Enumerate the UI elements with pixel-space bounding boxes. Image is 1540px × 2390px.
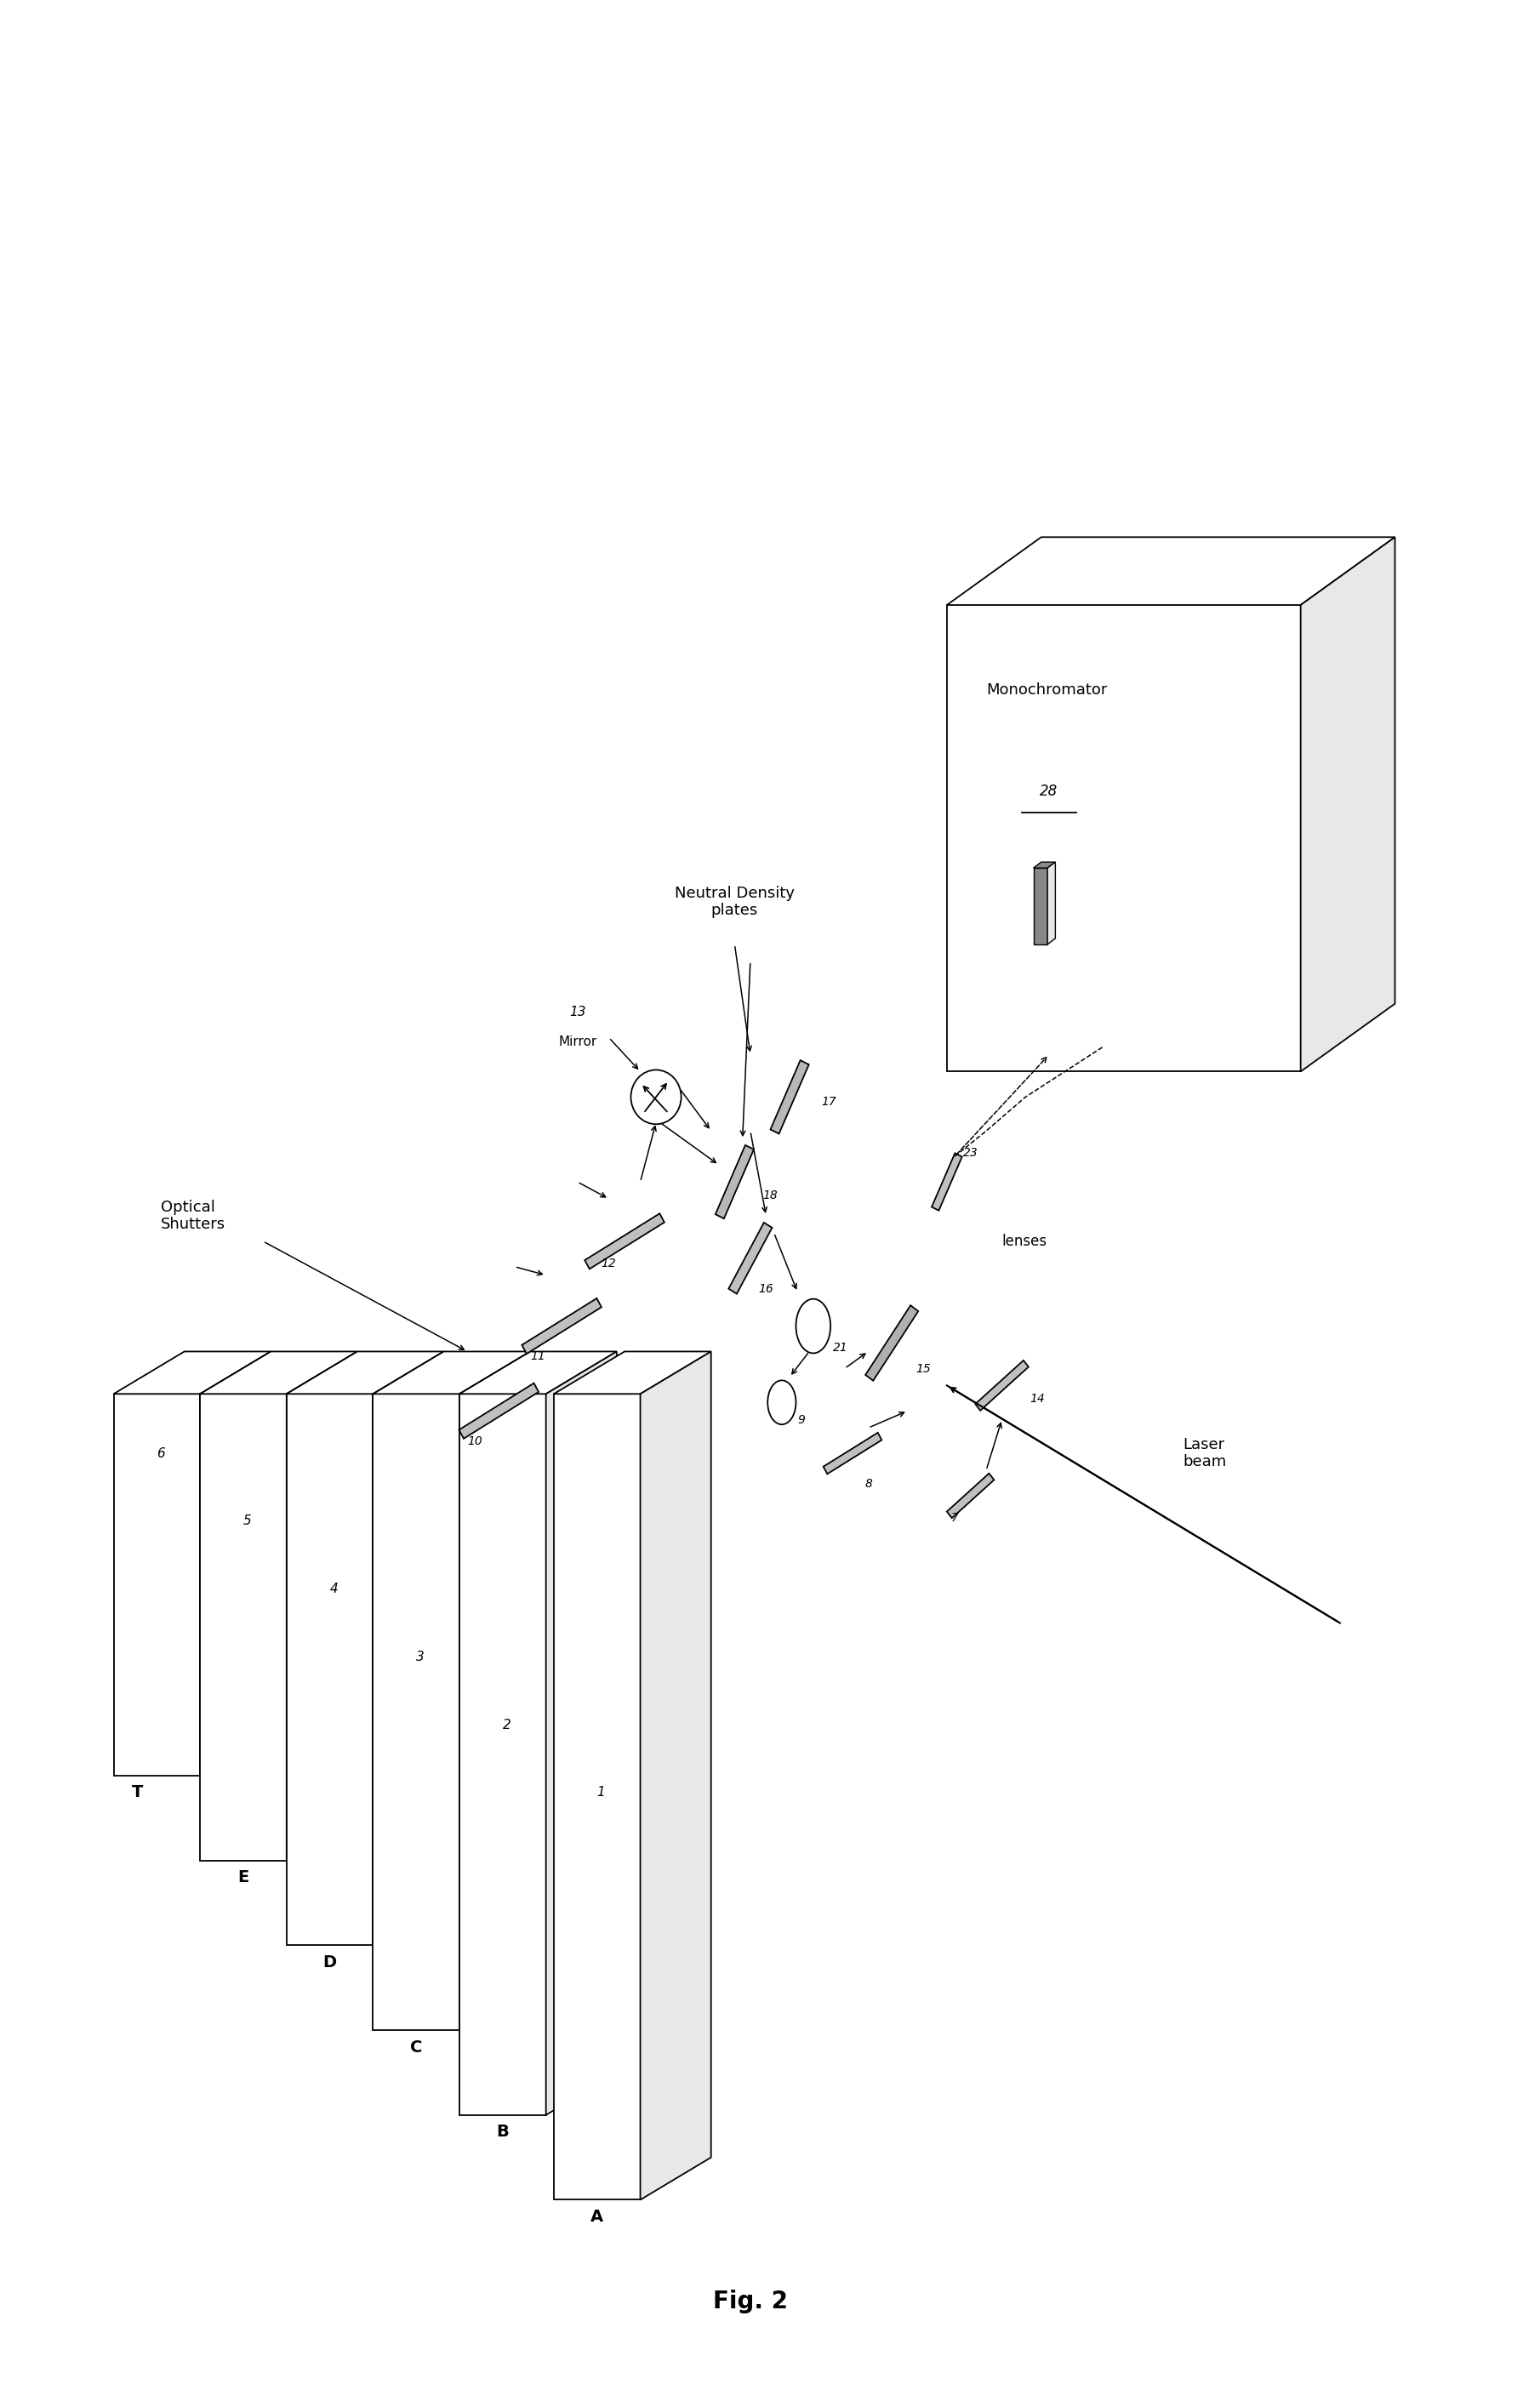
Polygon shape — [114, 1350, 271, 1393]
Text: 16: 16 — [759, 1283, 773, 1295]
Polygon shape — [947, 605, 1301, 1071]
Polygon shape — [200, 1350, 271, 1776]
Text: 8: 8 — [864, 1477, 872, 1489]
Polygon shape — [932, 1152, 962, 1212]
Polygon shape — [286, 1393, 373, 1945]
Polygon shape — [641, 1350, 711, 2199]
Polygon shape — [947, 1472, 993, 1518]
Polygon shape — [824, 1432, 882, 1475]
Text: 10: 10 — [468, 1436, 482, 1448]
Polygon shape — [373, 1350, 530, 1393]
Polygon shape — [459, 1350, 530, 2029]
Polygon shape — [522, 1298, 602, 1353]
Polygon shape — [1301, 538, 1395, 1071]
Text: 18: 18 — [762, 1190, 778, 1202]
Polygon shape — [947, 538, 1395, 605]
Text: 28: 28 — [1040, 784, 1058, 798]
Polygon shape — [585, 1214, 664, 1269]
Text: E: E — [237, 1869, 249, 1886]
Polygon shape — [114, 1393, 200, 1776]
Text: 17: 17 — [821, 1097, 836, 1109]
Polygon shape — [459, 1393, 547, 2115]
Polygon shape — [200, 1350, 357, 1393]
Text: 1: 1 — [598, 1785, 605, 1800]
Text: Fig. 2: Fig. 2 — [713, 2290, 788, 2314]
Text: lenses: lenses — [1003, 1233, 1047, 1250]
Polygon shape — [286, 1350, 444, 1393]
Polygon shape — [1033, 868, 1047, 944]
Text: Optical
Shutters: Optical Shutters — [160, 1200, 225, 1233]
Polygon shape — [865, 1305, 918, 1381]
Text: 14: 14 — [1030, 1393, 1044, 1405]
Text: D: D — [323, 1955, 337, 1969]
Polygon shape — [554, 1350, 711, 1393]
Polygon shape — [547, 1350, 616, 2115]
Polygon shape — [1047, 863, 1055, 944]
Text: 7: 7 — [952, 1513, 958, 1525]
Polygon shape — [716, 1145, 755, 1219]
Text: 2: 2 — [502, 1718, 511, 1730]
Text: 11: 11 — [531, 1350, 545, 1362]
Text: 5: 5 — [243, 1515, 251, 1527]
Text: 21: 21 — [833, 1343, 849, 1355]
Polygon shape — [770, 1061, 808, 1133]
Polygon shape — [459, 1350, 616, 1393]
Polygon shape — [728, 1224, 772, 1293]
Text: A: A — [591, 2208, 604, 2225]
Text: 23: 23 — [962, 1147, 978, 1159]
Text: Mirror: Mirror — [557, 1035, 596, 1049]
Polygon shape — [1033, 863, 1055, 868]
Text: C: C — [410, 2039, 422, 2055]
Text: Laser
beam: Laser beam — [1183, 1436, 1226, 1470]
Text: 15: 15 — [916, 1362, 930, 1374]
Text: 12: 12 — [601, 1257, 616, 1269]
Polygon shape — [459, 1384, 539, 1439]
Polygon shape — [373, 1350, 444, 1945]
Text: 6: 6 — [157, 1446, 165, 1460]
Polygon shape — [975, 1360, 1029, 1410]
Text: 4: 4 — [330, 1582, 337, 1597]
Polygon shape — [286, 1350, 357, 1859]
Text: B: B — [496, 2125, 510, 2139]
Text: 9: 9 — [798, 1415, 805, 1427]
Polygon shape — [200, 1393, 286, 1859]
Polygon shape — [554, 1393, 641, 2199]
Text: Monochromator: Monochromator — [986, 681, 1107, 698]
Text: 3: 3 — [416, 1651, 425, 1663]
Text: Neutral Density
plates: Neutral Density plates — [675, 884, 795, 918]
Polygon shape — [373, 1393, 459, 2029]
Text: 13: 13 — [570, 1006, 585, 1018]
Text: T: T — [131, 1785, 143, 1800]
